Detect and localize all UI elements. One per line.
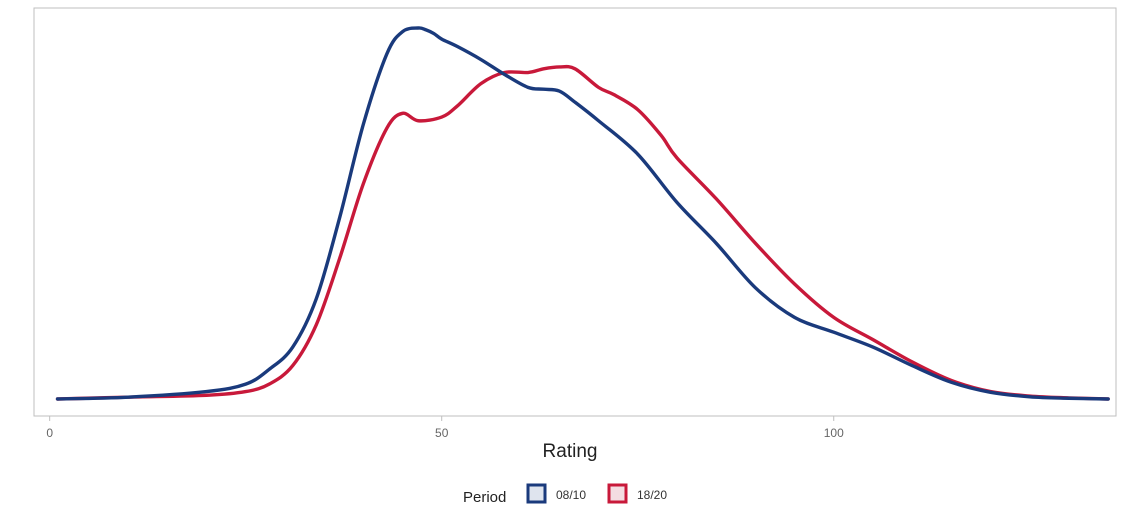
legend: Period 08/10 18/20	[463, 483, 667, 506]
x-axis-title: Rating	[543, 441, 598, 462]
series-line-08-10	[55, 26, 1110, 401]
series-line-18-20	[55, 64, 1110, 401]
x-tick-label-100: 100	[824, 426, 844, 440]
legend-key-18-20	[607, 483, 628, 504]
legend-label-08-10: 08/10	[556, 488, 586, 502]
x-axis-ticks: 0 50 100	[46, 416, 844, 440]
plot-panel	[33, 7, 1117, 417]
legend-label-18-20: 18/20	[637, 488, 667, 502]
legend-key-08-10	[526, 483, 547, 504]
x-tick-label-50: 50	[435, 426, 449, 440]
density-curves	[55, 26, 1110, 401]
legend-title: Period	[463, 489, 506, 506]
x-tick-label-0: 0	[46, 426, 53, 440]
